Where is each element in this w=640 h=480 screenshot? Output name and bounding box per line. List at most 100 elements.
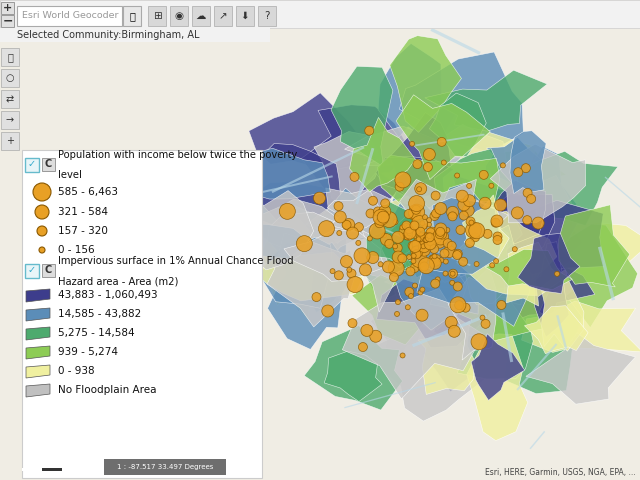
Circle shape	[404, 209, 413, 218]
Circle shape	[418, 290, 423, 295]
Polygon shape	[380, 191, 488, 233]
Circle shape	[408, 208, 420, 220]
Polygon shape	[435, 183, 483, 255]
Polygon shape	[412, 236, 487, 289]
Circle shape	[421, 244, 426, 249]
Polygon shape	[534, 241, 569, 337]
Circle shape	[348, 319, 357, 328]
Polygon shape	[397, 224, 453, 267]
Circle shape	[418, 240, 430, 252]
Circle shape	[406, 235, 412, 240]
Bar	[258, 6, 276, 26]
Polygon shape	[417, 227, 483, 282]
Circle shape	[522, 164, 531, 173]
Polygon shape	[400, 162, 506, 219]
Polygon shape	[417, 207, 541, 319]
Text: Esri, HERE, Garmin, USGS, NGA, EPA, ...: Esri, HERE, Garmin, USGS, NGA, EPA, ...	[485, 468, 636, 477]
Circle shape	[420, 287, 425, 292]
Polygon shape	[381, 195, 464, 274]
Circle shape	[480, 315, 485, 320]
Text: +: +	[3, 3, 12, 13]
Circle shape	[417, 238, 429, 250]
Circle shape	[419, 258, 435, 274]
Circle shape	[358, 343, 367, 351]
Polygon shape	[460, 227, 507, 279]
Polygon shape	[438, 174, 555, 265]
Text: ☁: ☁	[196, 11, 206, 21]
Text: level: level	[58, 170, 82, 180]
Polygon shape	[399, 52, 524, 152]
Circle shape	[411, 259, 416, 264]
Polygon shape	[425, 70, 547, 131]
Circle shape	[422, 233, 434, 245]
Polygon shape	[440, 193, 493, 277]
Polygon shape	[407, 209, 533, 269]
Circle shape	[439, 258, 444, 263]
Text: −: −	[3, 14, 13, 27]
Polygon shape	[260, 199, 350, 272]
Circle shape	[314, 192, 326, 204]
Bar	[148, 6, 166, 26]
Polygon shape	[546, 224, 637, 328]
Polygon shape	[301, 105, 411, 202]
Circle shape	[417, 187, 422, 192]
Polygon shape	[413, 215, 492, 270]
Circle shape	[417, 262, 426, 271]
Circle shape	[392, 231, 404, 243]
Circle shape	[511, 207, 524, 219]
Circle shape	[319, 221, 335, 237]
Circle shape	[408, 294, 413, 299]
Circle shape	[469, 220, 474, 225]
Circle shape	[466, 217, 475, 226]
Text: 939 - 5,274: 939 - 5,274	[58, 347, 118, 357]
Circle shape	[409, 240, 421, 252]
Circle shape	[383, 261, 394, 273]
Circle shape	[454, 300, 463, 310]
Polygon shape	[396, 203, 497, 276]
Polygon shape	[522, 301, 640, 352]
Circle shape	[436, 228, 445, 236]
Bar	[1, 69, 19, 87]
Circle shape	[438, 230, 447, 239]
Text: +: +	[6, 136, 14, 146]
Text: ?: ?	[264, 11, 269, 21]
Circle shape	[468, 223, 484, 239]
Circle shape	[411, 253, 416, 258]
Circle shape	[483, 229, 492, 239]
Bar	[236, 6, 254, 26]
Circle shape	[429, 255, 438, 264]
Polygon shape	[526, 333, 636, 404]
Circle shape	[471, 334, 487, 350]
Circle shape	[465, 222, 481, 238]
Circle shape	[423, 238, 428, 243]
Circle shape	[367, 252, 379, 264]
Text: Selected Community:Birmingham, AL: Selected Community:Birmingham, AL	[17, 30, 200, 40]
Circle shape	[461, 303, 470, 312]
Circle shape	[427, 234, 432, 239]
Text: ○: ○	[6, 73, 14, 83]
Polygon shape	[259, 237, 333, 308]
Text: 14,585 - 43,882: 14,585 - 43,882	[58, 309, 141, 319]
Text: 🔍: 🔍	[129, 11, 135, 21]
Polygon shape	[510, 175, 580, 262]
Polygon shape	[342, 288, 484, 399]
Bar	[214, 6, 232, 26]
Circle shape	[415, 228, 420, 233]
Circle shape	[385, 240, 394, 248]
Circle shape	[423, 236, 432, 245]
Circle shape	[388, 260, 404, 276]
Polygon shape	[448, 267, 496, 360]
Circle shape	[399, 224, 415, 240]
Circle shape	[406, 254, 412, 260]
Bar	[25, 158, 39, 172]
Circle shape	[404, 227, 416, 239]
Circle shape	[334, 211, 346, 223]
Polygon shape	[252, 144, 342, 223]
Circle shape	[456, 190, 468, 202]
Circle shape	[443, 271, 448, 276]
Circle shape	[555, 271, 559, 276]
Polygon shape	[472, 200, 604, 275]
Circle shape	[497, 300, 506, 310]
Circle shape	[462, 204, 474, 216]
Polygon shape	[422, 198, 523, 285]
